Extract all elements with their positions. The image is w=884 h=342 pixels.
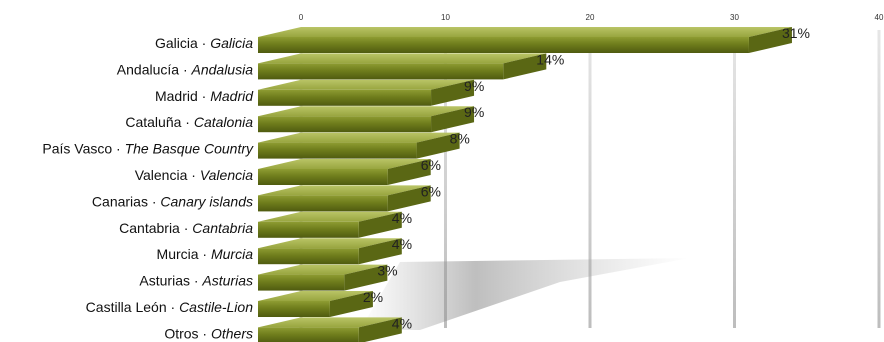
bar-end-face	[431, 106, 475, 133]
value-label: 4%	[392, 236, 412, 252]
bar-top-face	[258, 132, 460, 143]
bar-front-face	[258, 63, 504, 80]
gridline	[444, 30, 447, 328]
bar-end-face	[416, 132, 460, 159]
category-labels: Galicia · Galicia Andalucía · Andalusia Ma…	[42, 35, 254, 341]
category-label: Castilla León · Castile-Lion	[86, 299, 254, 315]
category-label: Otros · Others	[164, 325, 253, 341]
bar-top-face	[258, 53, 547, 64]
x-axis-ticks: 0 10 20 30 40	[299, 13, 884, 22]
bar-top-face	[258, 238, 402, 249]
category-label: Murcia · Murcia	[157, 246, 254, 262]
value-label: 14%	[536, 51, 564, 67]
bar-top-face	[258, 79, 475, 90]
bar-front-face	[258, 248, 359, 265]
value-label: 3%	[377, 263, 397, 279]
bar-end-face	[431, 79, 475, 106]
bar-top-face	[258, 317, 402, 328]
bar-top-face	[258, 264, 388, 275]
value-label: 6%	[421, 183, 441, 199]
bar	[258, 53, 547, 80]
x-tick-label: 10	[441, 13, 450, 22]
bar-front-face	[258, 116, 432, 133]
value-label: 4%	[392, 210, 412, 226]
bar-end-face	[358, 238, 402, 265]
bar-front-face	[258, 327, 359, 342]
bar-front-face	[258, 195, 388, 212]
x-tick-label: 0	[299, 13, 304, 22]
value-label: 4%	[392, 315, 412, 331]
bar-top-face	[258, 211, 402, 222]
bar-end-face	[358, 211, 402, 238]
bar-front-face	[258, 301, 330, 317]
category-label: Cataluña · Catalonia	[125, 114, 253, 130]
bar	[258, 238, 402, 265]
bar	[258, 317, 402, 342]
bar-front-face	[258, 37, 749, 53]
bar-shadow	[360, 258, 690, 330]
category-label: Asturias · Asturias	[139, 273, 253, 289]
bar	[258, 185, 431, 212]
x-tick-label: 40	[875, 13, 884, 22]
bar-end-face	[503, 53, 547, 80]
bar-front-face	[258, 221, 359, 238]
x-tick-label: 20	[586, 13, 595, 22]
bar	[258, 291, 373, 317]
bar-front-face	[258, 169, 388, 185]
category-label: Valencia · Valencia	[135, 167, 254, 183]
category-label: Cantabria · Cantabria	[119, 220, 253, 236]
bar	[258, 27, 792, 53]
value-label: 9%	[464, 104, 484, 120]
category-label: Canarias · Canary islands	[92, 193, 253, 209]
bar-end-face	[387, 159, 431, 185]
gridline	[733, 30, 736, 328]
value-label: 6%	[421, 157, 441, 173]
bar-end-face	[748, 27, 792, 53]
x-tick-label: 30	[730, 13, 739, 22]
bar-top-face	[258, 185, 431, 196]
bar	[258, 106, 475, 133]
bar	[258, 132, 460, 159]
category-label: Madrid · Madrid	[155, 88, 254, 104]
category-label: Galicia · Galicia	[155, 35, 253, 51]
floor-shadow	[360, 258, 690, 330]
bar-front-face	[258, 142, 417, 159]
bar-top-face	[258, 27, 792, 37]
bar-end-face	[358, 317, 402, 342]
bar	[258, 79, 475, 106]
bar-top-face	[258, 159, 431, 169]
bar-top-face	[258, 291, 373, 301]
bar-end-face	[329, 291, 373, 317]
bar-front-face	[258, 89, 432, 106]
value-labels: 31% 14% 9% 9% 8% 6% 6% 4% 4% 3% 2% 4%	[363, 25, 810, 331]
category-label: Andalucía · Andalusia	[117, 61, 253, 77]
value-label: 2%	[363, 289, 383, 305]
value-label: 8%	[450, 131, 470, 147]
bar-end-face	[344, 264, 388, 291]
bars	[258, 27, 792, 342]
value-label: 31%	[782, 25, 810, 41]
gridline	[877, 30, 881, 328]
gridline	[588, 30, 592, 328]
bar	[258, 211, 402, 238]
bar-end-face	[387, 185, 431, 212]
bar-front-face	[258, 274, 345, 291]
category-label: País Vasco · The Basque Country	[42, 141, 254, 157]
value-label: 9%	[464, 78, 484, 94]
bar	[258, 264, 388, 291]
bar-top-face	[258, 106, 475, 117]
bar	[258, 159, 431, 185]
